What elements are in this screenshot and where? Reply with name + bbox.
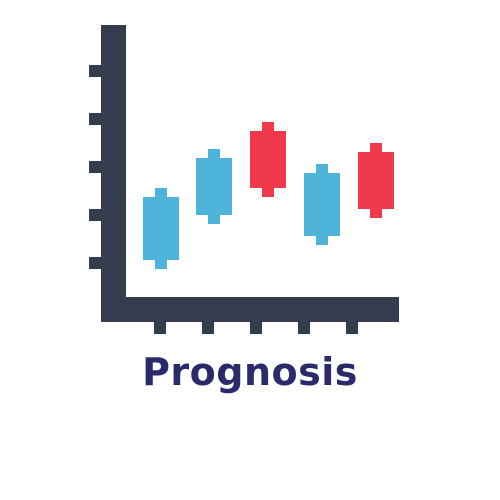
candle-body	[250, 131, 286, 188]
y-tick	[89, 209, 101, 221]
candle-up	[304, 164, 340, 245]
candles	[143, 122, 394, 269]
y-tick	[89, 257, 101, 269]
candle-body	[358, 152, 394, 209]
candle-up	[196, 149, 232, 224]
candle-down	[358, 143, 394, 218]
x-tick	[202, 322, 214, 334]
caption-text: Prognosis	[142, 350, 358, 394]
y-tick	[89, 161, 101, 173]
candle-up	[143, 188, 179, 269]
x-tick	[154, 322, 166, 334]
y-tick	[89, 65, 101, 77]
candle-down	[250, 122, 286, 197]
y-tick	[89, 113, 101, 125]
chart-axes	[89, 25, 399, 334]
candle-body	[143, 197, 179, 260]
candle-body	[196, 158, 232, 215]
y-axis	[101, 25, 126, 322]
candle-body	[304, 173, 340, 236]
x-tick	[298, 322, 310, 334]
x-tick	[346, 322, 358, 334]
x-axis	[101, 297, 399, 322]
x-tick	[250, 322, 262, 334]
